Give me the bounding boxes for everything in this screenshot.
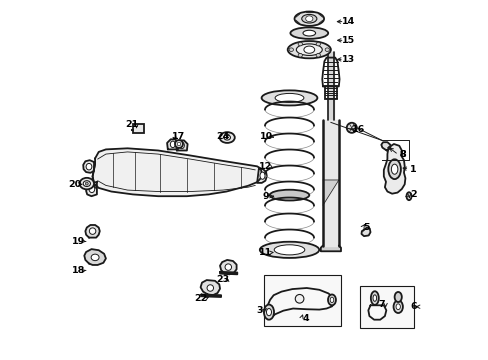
Text: 7: 7 — [377, 300, 384, 309]
Ellipse shape — [86, 163, 92, 170]
Ellipse shape — [260, 172, 264, 179]
Polygon shape — [220, 272, 237, 274]
Text: 14: 14 — [342, 17, 355, 26]
Ellipse shape — [387, 159, 400, 179]
Text: 19: 19 — [72, 237, 85, 246]
Text: 2: 2 — [409, 190, 416, 199]
Polygon shape — [320, 246, 340, 251]
Ellipse shape — [303, 30, 315, 36]
Ellipse shape — [305, 16, 312, 22]
Ellipse shape — [296, 44, 322, 55]
Polygon shape — [86, 182, 97, 196]
Polygon shape — [257, 168, 266, 183]
Text: 8: 8 — [399, 150, 406, 159]
Ellipse shape — [288, 48, 293, 51]
Ellipse shape — [316, 54, 320, 57]
Ellipse shape — [259, 242, 319, 258]
Ellipse shape — [329, 297, 333, 302]
Polygon shape — [327, 52, 333, 120]
Text: 6: 6 — [409, 302, 416, 311]
Ellipse shape — [390, 164, 397, 174]
Polygon shape — [83, 160, 94, 173]
Polygon shape — [220, 260, 236, 274]
Ellipse shape — [370, 291, 378, 305]
Ellipse shape — [316, 42, 320, 46]
Text: 17: 17 — [172, 132, 185, 141]
Ellipse shape — [325, 48, 329, 51]
Ellipse shape — [266, 309, 271, 316]
Ellipse shape — [224, 264, 231, 270]
Ellipse shape — [327, 294, 335, 305]
Ellipse shape — [80, 178, 94, 189]
Ellipse shape — [269, 190, 309, 201]
Ellipse shape — [294, 12, 324, 26]
Text: 10: 10 — [259, 132, 272, 141]
Text: 13: 13 — [341, 55, 354, 64]
Polygon shape — [92, 148, 261, 196]
Text: 1: 1 — [409, 165, 416, 174]
Text: 15: 15 — [342, 36, 355, 45]
Text: 23: 23 — [216, 275, 229, 284]
Polygon shape — [167, 139, 178, 149]
Ellipse shape — [298, 54, 302, 57]
Ellipse shape — [301, 14, 316, 23]
Ellipse shape — [274, 245, 304, 255]
Ellipse shape — [170, 141, 175, 148]
Text: 18: 18 — [72, 266, 85, 275]
Ellipse shape — [219, 132, 234, 143]
Text: 12: 12 — [258, 162, 271, 171]
Bar — [133, 124, 144, 133]
Ellipse shape — [295, 294, 303, 303]
Polygon shape — [201, 294, 221, 297]
Ellipse shape — [85, 182, 88, 185]
Polygon shape — [361, 228, 370, 236]
Text: 8: 8 — [399, 150, 406, 159]
Ellipse shape — [89, 185, 95, 193]
Polygon shape — [381, 142, 389, 150]
Text: 9: 9 — [262, 192, 269, 201]
Ellipse shape — [406, 192, 411, 200]
Bar — [324, 86, 336, 99]
Ellipse shape — [83, 181, 90, 186]
Text: 21: 21 — [125, 120, 139, 129]
Bar — [360, 286, 413, 328]
Text: 5: 5 — [363, 223, 369, 232]
Ellipse shape — [177, 142, 181, 146]
Ellipse shape — [261, 90, 317, 105]
Text: 16: 16 — [352, 125, 365, 134]
Ellipse shape — [264, 305, 273, 320]
Bar — [263, 275, 340, 326]
Polygon shape — [85, 225, 100, 238]
Ellipse shape — [303, 46, 314, 53]
Text: 4: 4 — [302, 314, 308, 323]
Ellipse shape — [393, 300, 402, 313]
Ellipse shape — [372, 295, 376, 301]
Polygon shape — [200, 280, 220, 295]
Ellipse shape — [206, 285, 213, 291]
Ellipse shape — [287, 41, 330, 58]
Text: 20: 20 — [68, 180, 81, 189]
Ellipse shape — [290, 27, 327, 39]
Ellipse shape — [91, 254, 99, 261]
Ellipse shape — [175, 140, 183, 148]
Ellipse shape — [89, 228, 96, 234]
Ellipse shape — [179, 142, 184, 149]
Text: 22: 22 — [194, 294, 207, 303]
Polygon shape — [322, 180, 338, 205]
Text: 3: 3 — [256, 306, 263, 315]
Polygon shape — [265, 288, 334, 319]
Polygon shape — [176, 140, 187, 150]
Polygon shape — [322, 120, 338, 246]
Ellipse shape — [395, 304, 400, 310]
Polygon shape — [367, 305, 386, 320]
Ellipse shape — [275, 94, 303, 103]
Ellipse shape — [224, 135, 230, 140]
Polygon shape — [84, 249, 106, 265]
Ellipse shape — [394, 292, 401, 302]
Polygon shape — [383, 144, 405, 194]
Text: 11: 11 — [258, 248, 271, 257]
Text: 24: 24 — [216, 132, 229, 141]
Ellipse shape — [298, 42, 302, 46]
Ellipse shape — [346, 123, 356, 133]
